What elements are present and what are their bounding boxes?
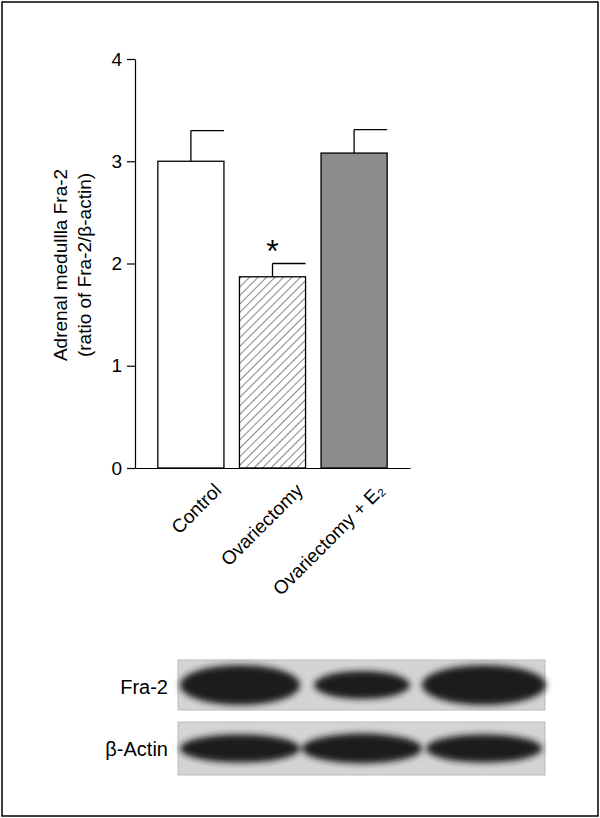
y-tick: 4 [111, 49, 135, 70]
y-tick-mark [127, 263, 135, 264]
y-tick-label: 3 [111, 151, 122, 172]
x-tick-label: Control [167, 480, 225, 538]
blot-bands [180, 665, 546, 705]
blot-band [314, 671, 410, 699]
y-axis-line [135, 60, 136, 469]
x-axis: ControlOvariectomyOvariectomy + E₂ [136, 469, 411, 600]
y-tick: 2 [111, 253, 135, 274]
y-tick-mark [127, 161, 135, 162]
blot-band [180, 665, 300, 705]
blot-band [302, 734, 422, 764]
x-tick-label: Ovariectomy + E₂ [269, 480, 389, 600]
y-axis-title-line: Adrenal medullla Fra-2 [50, 169, 71, 361]
y-tick-mark [127, 59, 135, 60]
x-tick: Ovariectomy + E₂ [269, 480, 389, 600]
y-tick: 3 [111, 151, 135, 172]
frame [2, 2, 598, 816]
y-tick-label: 0 [111, 458, 122, 479]
bar [239, 277, 305, 468]
blot-bands [180, 734, 542, 764]
y-axis: 0 1 2 3 4 [111, 49, 135, 479]
error-cap [354, 129, 387, 130]
blot-band [422, 665, 546, 705]
figure: 0 1 2 3 4 ControlOvariectomyOvariectomy + E₂ *… [0, 0, 600, 818]
bar [158, 161, 224, 468]
y-axis-title: Adrenal medullla Fra-2(ratio of Fra-2/β-… [50, 169, 95, 361]
significance-marker: * [266, 233, 278, 269]
y-tick-mark [127, 366, 135, 367]
x-tick-label: Ovariectomy [217, 479, 308, 570]
blot-label: Fra-2 [120, 676, 168, 698]
blot-band [426, 735, 542, 763]
y-tick-label: 1 [111, 355, 122, 376]
blot-label: β-Actin [105, 738, 168, 760]
y-tick: 1 [111, 355, 135, 376]
error-cap [191, 130, 224, 131]
bar [321, 153, 387, 468]
error-bar [190, 131, 191, 162]
plot-area [158, 130, 387, 468]
y-tick-label: 2 [111, 253, 122, 274]
error-bar [353, 130, 354, 154]
blot-band [180, 735, 300, 763]
blot-strip [178, 660, 545, 710]
y-tick-label: 4 [111, 49, 122, 70]
blot-strip [178, 722, 545, 775]
y-axis-title-line: (ratio of Fra-2/β-actin) [74, 173, 95, 357]
x-tick: Control [167, 480, 225, 538]
blot [178, 660, 546, 775]
y-tick-mark [127, 468, 135, 469]
x-tick: Ovariectomy [217, 479, 308, 570]
y-tick: 0 [111, 458, 135, 479]
